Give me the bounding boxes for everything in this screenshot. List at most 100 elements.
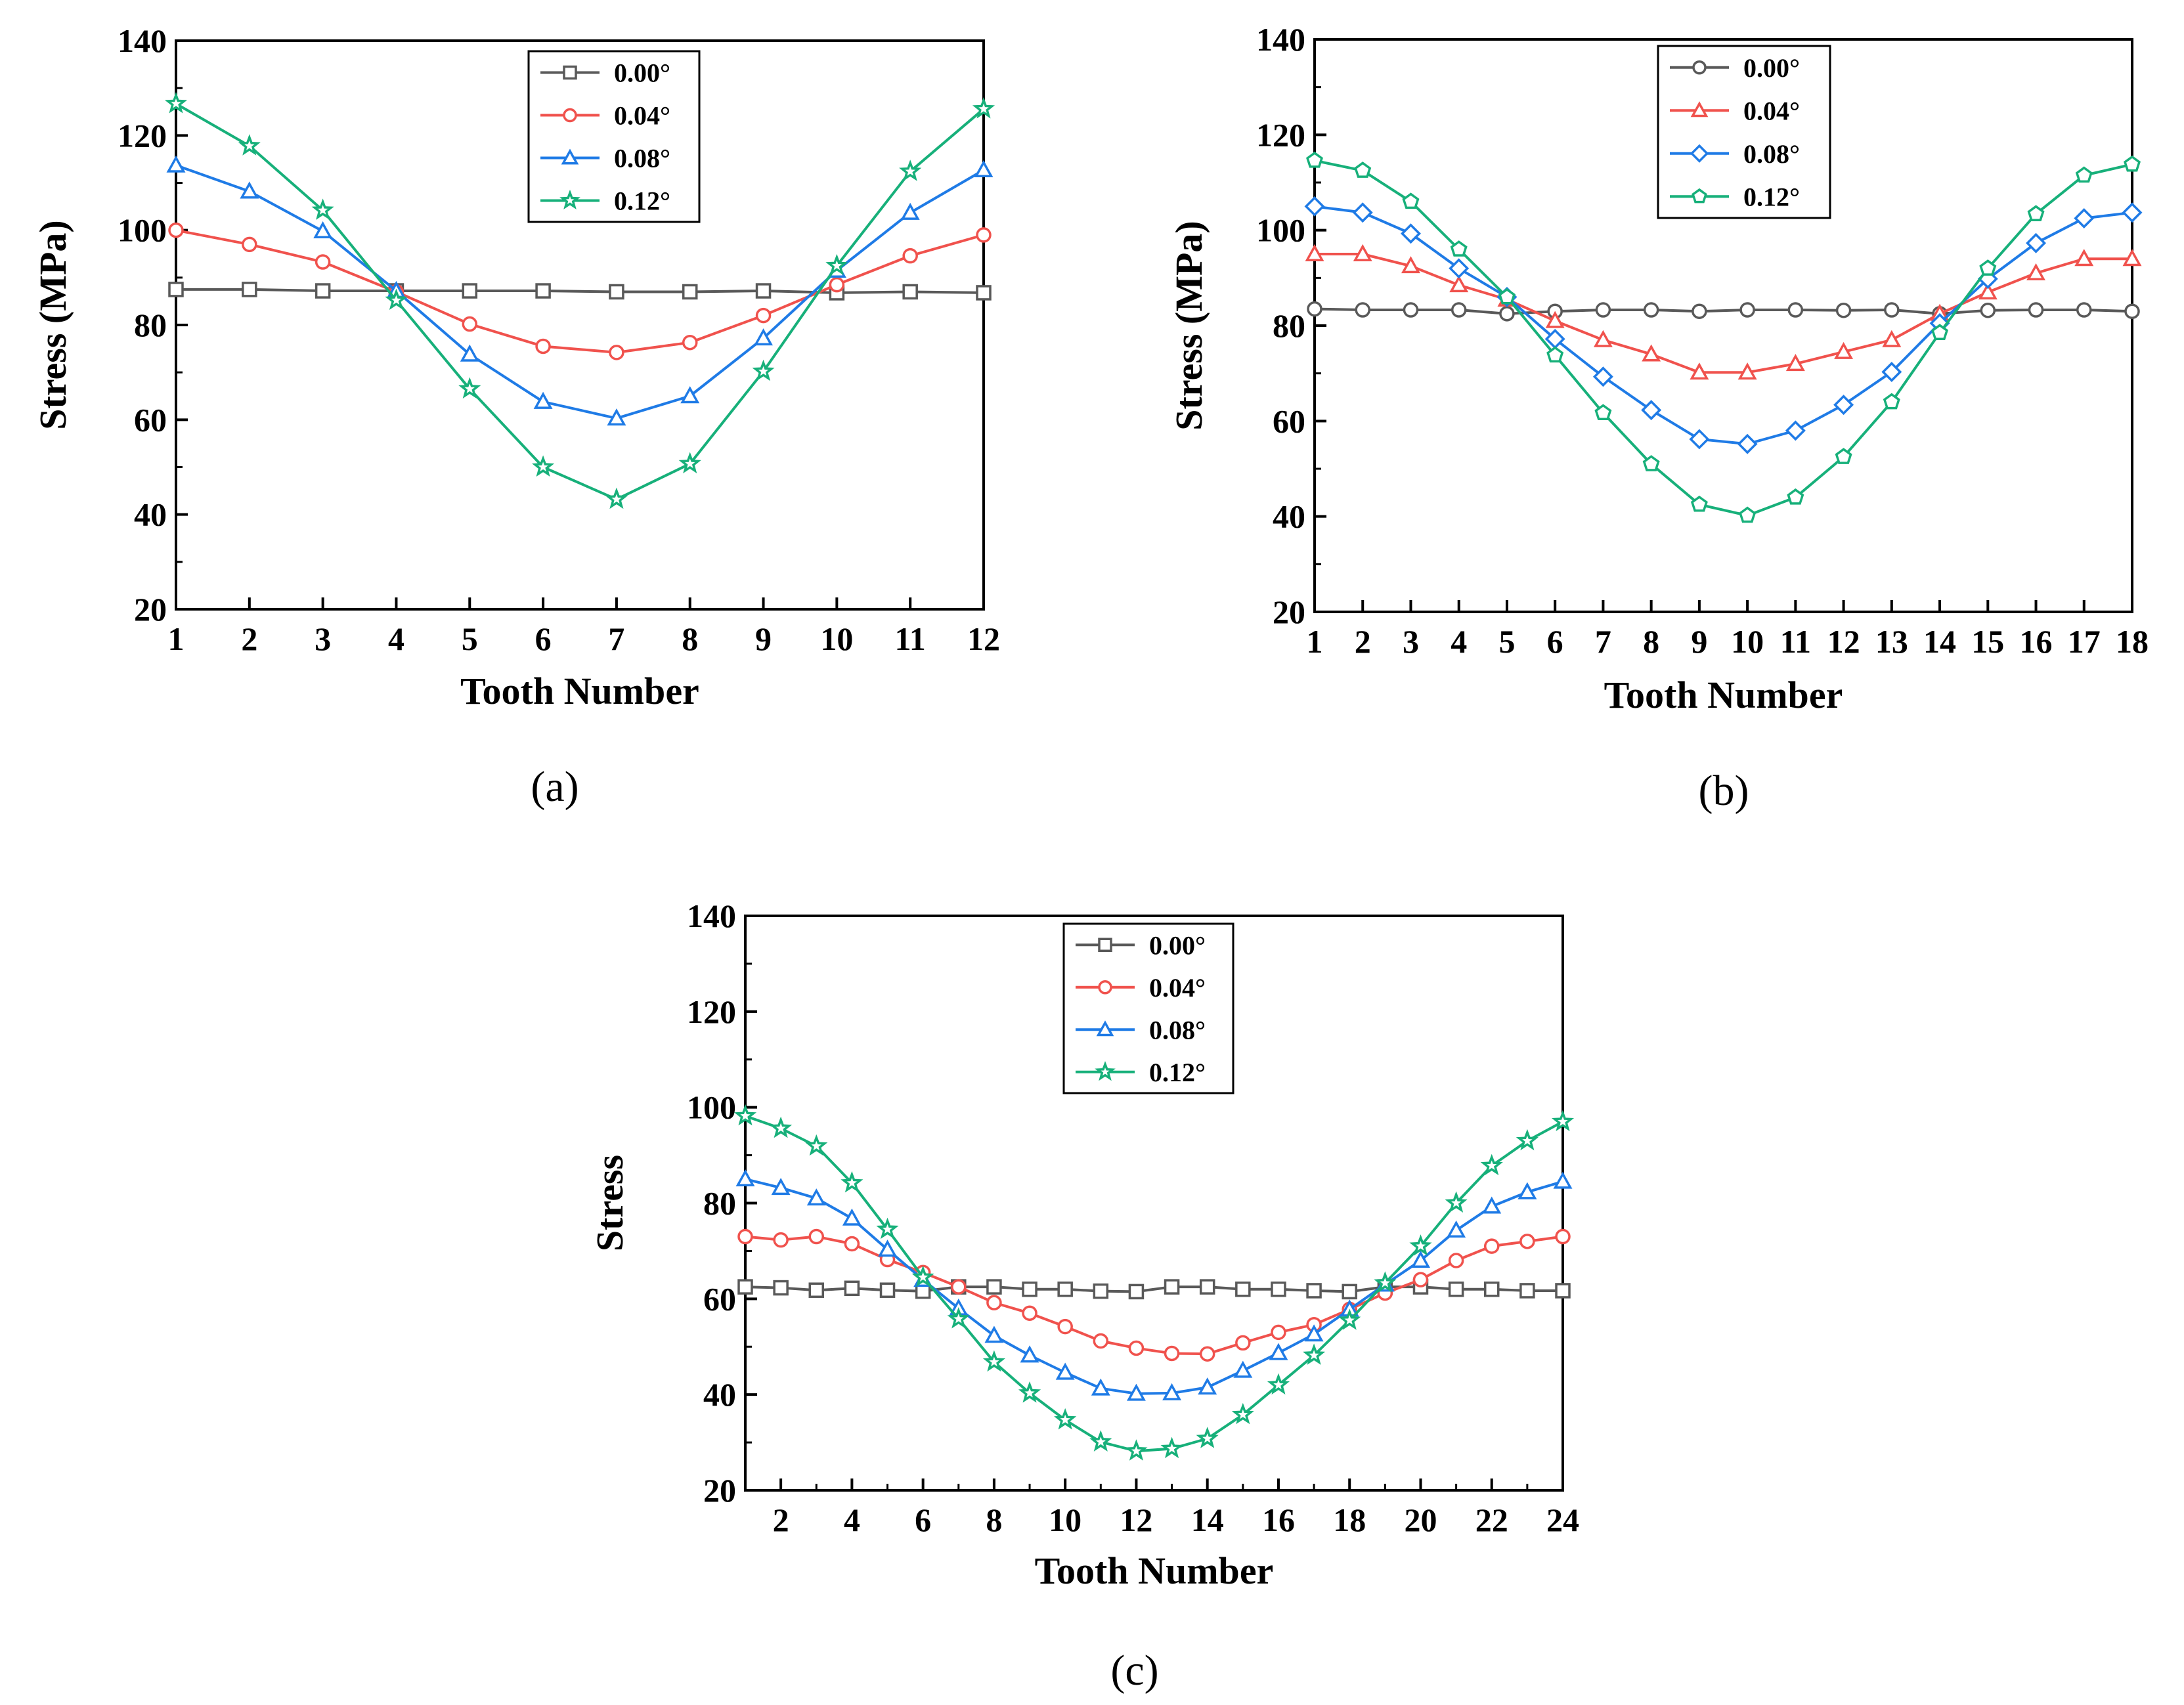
data-point bbox=[1448, 1282, 1464, 1297]
x-axis-title: Tooth Number bbox=[1604, 674, 1843, 716]
data-point bbox=[2074, 208, 2095, 228]
x-tick-label: 24 bbox=[1546, 1501, 1579, 1538]
data-point bbox=[1785, 420, 1806, 441]
data-point bbox=[1020, 1345, 1039, 1363]
data-point bbox=[1593, 330, 1613, 347]
data-point bbox=[1164, 1345, 1180, 1362]
y-tick-label: 120 bbox=[118, 117, 167, 154]
data-point bbox=[1835, 448, 1852, 464]
series-line bbox=[175, 102, 985, 501]
data-point bbox=[1449, 258, 1470, 279]
data-point bbox=[1690, 495, 1708, 512]
data-point bbox=[238, 134, 261, 156]
data-point bbox=[773, 1280, 789, 1296]
legend-box bbox=[1657, 45, 1831, 219]
data-point bbox=[825, 253, 848, 276]
series-0.08° bbox=[735, 1169, 1573, 1401]
data-point bbox=[168, 222, 184, 238]
x-tick-label: 8 bbox=[986, 1501, 1002, 1538]
series-line bbox=[1315, 253, 2132, 374]
legend-label: 0.00° bbox=[614, 58, 670, 88]
data-point bbox=[1022, 1305, 1037, 1321]
x-tick-label: 12 bbox=[967, 620, 1000, 657]
series-line bbox=[1314, 307, 2133, 315]
y-tick-label: 60 bbox=[1273, 402, 1305, 439]
y-tick-label: 100 bbox=[1256, 212, 1305, 249]
data-point bbox=[982, 1350, 1005, 1372]
legend-marker bbox=[1098, 938, 1112, 952]
data-point bbox=[1057, 1318, 1073, 1335]
data-point bbox=[1642, 344, 1661, 362]
y-tick-label: 40 bbox=[703, 1376, 736, 1413]
data-point bbox=[984, 1326, 1004, 1343]
data-point bbox=[1594, 404, 1612, 421]
data-point bbox=[1054, 1408, 1077, 1430]
data-point bbox=[1306, 151, 1323, 168]
x-tick-label: 3 bbox=[1403, 623, 1419, 660]
data-point bbox=[844, 1236, 860, 1252]
series-0.12° bbox=[733, 1104, 1575, 1461]
data-point bbox=[1055, 1362, 1075, 1380]
data-point bbox=[2027, 205, 2045, 222]
x-tick-label: 7 bbox=[1595, 623, 1611, 660]
data-point bbox=[771, 1178, 791, 1196]
data-point bbox=[1519, 1283, 1535, 1299]
data-point bbox=[1306, 1283, 1322, 1299]
data-point bbox=[878, 1240, 897, 1257]
data-point bbox=[911, 1265, 934, 1287]
legend: 0.00° 0.04° 0.08° 0.12° bbox=[1062, 922, 1234, 1094]
data-point bbox=[1231, 1402, 1254, 1425]
x-tick-label: 14 bbox=[1923, 623, 1956, 660]
data-point bbox=[1518, 1182, 1537, 1199]
legend-label: 0.12° bbox=[614, 186, 670, 216]
data-point bbox=[755, 283, 772, 299]
legend-label: 0.12° bbox=[1149, 1058, 1206, 1087]
legend-box bbox=[1062, 922, 1234, 1094]
data-point bbox=[2075, 166, 2093, 183]
legend-marker bbox=[1098, 980, 1112, 995]
data-point bbox=[1022, 1282, 1037, 1297]
data-point bbox=[1483, 1238, 1500, 1254]
data-point bbox=[2122, 249, 2142, 267]
data-point bbox=[1592, 366, 1613, 387]
data-point bbox=[805, 1134, 828, 1156]
data-point bbox=[1162, 1383, 1182, 1400]
data-point bbox=[1835, 302, 1852, 318]
data-point bbox=[1643, 302, 1659, 318]
data-point bbox=[879, 1282, 896, 1298]
series-line bbox=[745, 1235, 1563, 1356]
series-line bbox=[745, 1285, 1563, 1293]
data-point bbox=[680, 386, 700, 404]
data-point bbox=[1125, 1439, 1148, 1461]
legend-label: 0.08° bbox=[1743, 139, 1800, 169]
y-tick-label: 60 bbox=[703, 1280, 736, 1317]
data-point bbox=[1126, 1383, 1146, 1401]
data-point bbox=[1980, 302, 1996, 318]
x-tick-label: 5 bbox=[1498, 623, 1515, 660]
data-point bbox=[2122, 202, 2143, 223]
data-point bbox=[535, 338, 551, 355]
y-tick-label: 20 bbox=[703, 1472, 736, 1509]
data-point bbox=[1482, 1196, 1502, 1214]
data-point bbox=[1374, 1271, 1397, 1293]
data-point bbox=[1235, 1335, 1251, 1351]
data-point bbox=[1267, 1373, 1290, 1395]
series-0.00° bbox=[1307, 301, 2140, 322]
legend: 0.00° 0.04° 0.08° 0.12° bbox=[1657, 45, 1831, 219]
legend-label: 0.00° bbox=[1743, 53, 1800, 83]
data-point bbox=[1739, 506, 1757, 523]
data-point bbox=[1787, 302, 1804, 318]
data-point bbox=[1546, 346, 1564, 363]
data-point bbox=[1555, 1228, 1571, 1245]
data-point bbox=[385, 288, 408, 310]
x-tick-label: 12 bbox=[1827, 623, 1860, 660]
data-point bbox=[1403, 302, 1419, 318]
legend-label: 0.04° bbox=[614, 101, 670, 131]
data-point bbox=[682, 284, 698, 300]
data-point bbox=[1269, 1343, 1288, 1360]
y-tick-label: 20 bbox=[134, 591, 167, 628]
data-point bbox=[986, 1279, 1002, 1295]
data-point bbox=[242, 236, 257, 253]
data-point bbox=[1553, 1171, 1573, 1189]
data-point bbox=[1931, 324, 1949, 340]
